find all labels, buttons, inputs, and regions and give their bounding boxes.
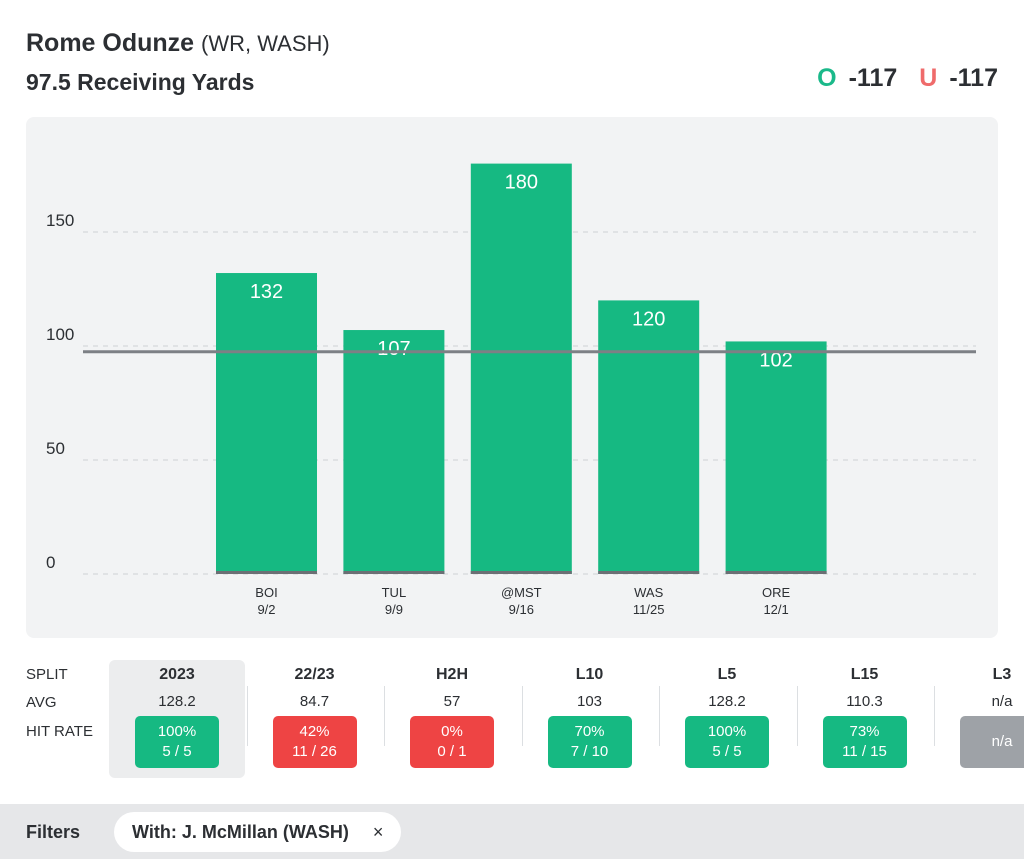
hit-rate-pct: 100%: [707, 723, 747, 740]
split-column-2223[interactable]: 22/23 84.7 42% 11 / 26: [246, 660, 383, 778]
player-name: Rome Odunze: [26, 29, 195, 57]
column-divider: [521, 686, 523, 746]
under-odds-button[interactable]: U -117: [919, 64, 998, 93]
split-name: L5: [717, 666, 737, 683]
hit-rate-badge: 70% 7 / 10: [547, 716, 632, 768]
hit-rate-pct: 0%: [441, 723, 463, 740]
x-tick-label: BOI: [255, 585, 277, 600]
hit-rate-ratio: 5 / 5: [162, 743, 192, 760]
bar-base: [470, 571, 572, 574]
bar-was: [598, 300, 700, 574]
y-tick-label: 100: [46, 325, 74, 344]
game-log-chart: 0 50 100 150 132 BOI 9/2 107 TUL 9/9 180 @MST 9/16 12…: [26, 117, 998, 638]
x-tick-label: @MST: [501, 585, 542, 600]
over-odds-value: -117: [848, 64, 898, 92]
split-column-h2h[interactable]: H2H 57 0% 0 / 1: [384, 660, 520, 778]
x-tick-date: 11/25: [633, 602, 665, 617]
hit-rate-pct: 42%: [299, 723, 330, 740]
hit-rate-label: HIT RATE: [26, 723, 93, 740]
bar-value-label: 180: [505, 172, 538, 194]
column-divider: [384, 686, 385, 746]
split-avg: n/a: [991, 693, 1013, 710]
filters-bar: Filters With: J. McMillan (WASH) ×: [0, 804, 1024, 859]
y-tick-label: 50: [46, 439, 65, 458]
splits-table: SPLIT AVG HIT RATE 2023 128.2 100% 5 / 5 22/…: [0, 660, 1024, 780]
split-column-l15[interactable]: L15 110.3 73% 11 / 15: [796, 660, 933, 778]
split-avg: 110.3: [846, 693, 883, 710]
hit-rate-badge: 100% 5 / 5: [135, 716, 219, 768]
split-name: H2H: [435, 666, 468, 683]
split-column-l10[interactable]: L10 103 70% 7 / 10: [521, 660, 658, 778]
split-column-l5[interactable]: L5 128.2 100% 5 / 5: [659, 660, 795, 778]
bar-value-label: 102: [759, 349, 792, 371]
hit-rate-pct: 100%: [157, 723, 197, 740]
odds-group: O -117 U -117: [817, 64, 998, 93]
column-divider: [934, 686, 935, 746]
avg-label: AVG: [26, 694, 57, 711]
split-column-l3[interactable]: L3 n/a n/a: [934, 660, 1024, 778]
hit-rate-badge: 0% 0 / 1: [410, 716, 494, 768]
bar-boi: [216, 273, 317, 574]
column-divider: [659, 686, 660, 746]
x-tick-date: 12/1: [763, 602, 788, 617]
split-avg: 103: [576, 693, 603, 710]
hit-rate-badge: n/a: [960, 716, 1024, 768]
bar-chart-svg: 0 50 100 150 132 BOI 9/2 107 TUL 9/9 180 @MST 9/16 12…: [46, 163, 976, 617]
over-letter: O: [817, 64, 837, 92]
x-tick-date: 9/16: [509, 602, 534, 617]
filter-chip-label: With: J. McMillan (WASH): [132, 821, 349, 842]
filters-label: Filters: [26, 822, 81, 842]
split-name: 2023: [159, 666, 195, 683]
x-tick-date: 9/2: [257, 602, 275, 617]
bar-mst: [470, 163, 572, 574]
bar-base: [725, 571, 827, 574]
hit-rate-ratio: 11 / 26: [292, 743, 337, 760]
split-label: SPLIT: [26, 666, 68, 683]
under-odds-value: -117: [949, 64, 998, 92]
bar-value-label: 132: [250, 281, 283, 303]
split-name: L15: [850, 666, 879, 683]
split-avg: 57: [443, 693, 461, 710]
filter-chip[interactable]: With: J. McMillan (WASH) ×: [114, 812, 402, 852]
split-avg: 128.2: [158, 693, 196, 710]
player-title: Rome Odunze (WR, WASH): [26, 26, 998, 61]
hit-rate-ratio: 11 / 15: [842, 743, 887, 760]
hit-rate-badge: 100% 5 / 5: [685, 716, 769, 768]
player-meta: (WR, WASH): [201, 31, 330, 56]
hit-rate-pct: n/a: [991, 733, 1013, 750]
split-name: 22/23: [294, 666, 335, 683]
hit-rate-badge: 73% 11 / 15: [822, 716, 907, 768]
x-tick-label: ORE: [762, 585, 791, 600]
split-avg: 128.2: [708, 693, 746, 710]
hit-rate-pct: 73%: [849, 723, 880, 740]
x-tick-label: WAS: [634, 585, 663, 600]
bar-value-label: 107: [377, 338, 410, 360]
bar-base: [216, 571, 317, 574]
bar-value-label: 120: [632, 308, 665, 330]
split-name: L3: [992, 666, 1012, 683]
prop-line: 97.5 Receiving Yards: [26, 69, 255, 95]
bar-base: [343, 571, 445, 574]
x-tick-label: TUL: [382, 585, 407, 600]
x-tick-date: 9/9: [385, 602, 403, 617]
y-tick-label: 150: [46, 211, 74, 230]
column-divider: [246, 686, 248, 746]
y-tick-label: 0: [46, 553, 55, 572]
hit-rate-ratio: 7 / 10: [570, 743, 609, 760]
split-column-2023[interactable]: 2023 128.2 100% 5 / 5: [109, 660, 245, 778]
split-avg: 84.7: [299, 693, 330, 710]
hit-rate-ratio: 0 / 1: [437, 743, 467, 760]
column-divider: [796, 686, 798, 746]
bar-tul: [343, 330, 445, 574]
bar-base: [598, 571, 700, 574]
split-name: L10: [575, 666, 604, 683]
bar-ore: [725, 341, 827, 574]
under-letter: U: [919, 64, 938, 92]
hit-rate-badge: 42% 11 / 26: [272, 716, 357, 768]
hit-rate-ratio: 5 / 5: [712, 743, 742, 760]
over-odds-button[interactable]: O -117: [817, 64, 897, 93]
hit-rate-pct: 70%: [574, 723, 605, 740]
prop-header: Rome Odunze (WR, WASH) 97.5 Receiving Ya…: [26, 26, 998, 97]
close-icon[interactable]: ×: [372, 821, 384, 842]
